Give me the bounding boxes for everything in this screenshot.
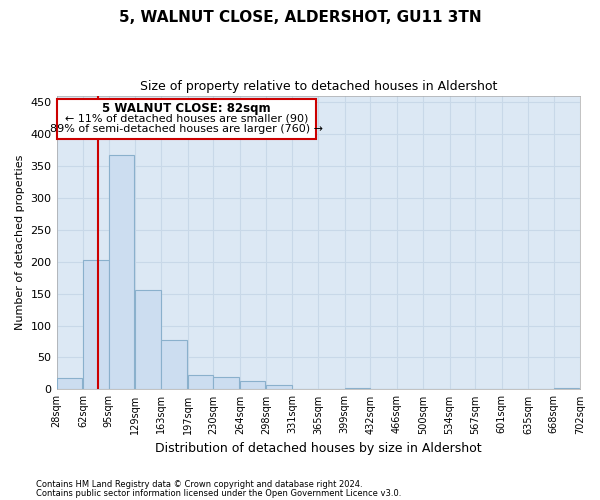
- Bar: [83, 260, 109, 390]
- Bar: [344, 388, 370, 390]
- Bar: [135, 290, 161, 390]
- Bar: [56, 98, 316, 139]
- Text: Contains HM Land Registry data © Crown copyright and database right 2024.: Contains HM Land Registry data © Crown c…: [36, 480, 362, 489]
- Text: 5, WALNUT CLOSE, ALDERSHOT, GU11 3TN: 5, WALNUT CLOSE, ALDERSHOT, GU11 3TN: [119, 10, 481, 25]
- Bar: [214, 376, 239, 390]
- Text: ← 11% of detached houses are smaller (90): ← 11% of detached houses are smaller (90…: [65, 114, 308, 124]
- Bar: [240, 381, 265, 390]
- Bar: [188, 376, 214, 390]
- Y-axis label: Number of detached properties: Number of detached properties: [15, 155, 25, 330]
- Text: 89% of semi-detached houses are larger (760) →: 89% of semi-detached houses are larger (…: [50, 124, 323, 134]
- Bar: [266, 385, 292, 390]
- Bar: [56, 378, 82, 390]
- Text: 5 WALNUT CLOSE: 82sqm: 5 WALNUT CLOSE: 82sqm: [102, 102, 271, 116]
- Bar: [554, 388, 579, 390]
- Text: Contains public sector information licensed under the Open Government Licence v3: Contains public sector information licen…: [36, 489, 401, 498]
- Bar: [161, 340, 187, 390]
- Bar: [109, 155, 134, 390]
- Title: Size of property relative to detached houses in Aldershot: Size of property relative to detached ho…: [140, 80, 497, 93]
- X-axis label: Distribution of detached houses by size in Aldershot: Distribution of detached houses by size …: [155, 442, 482, 455]
